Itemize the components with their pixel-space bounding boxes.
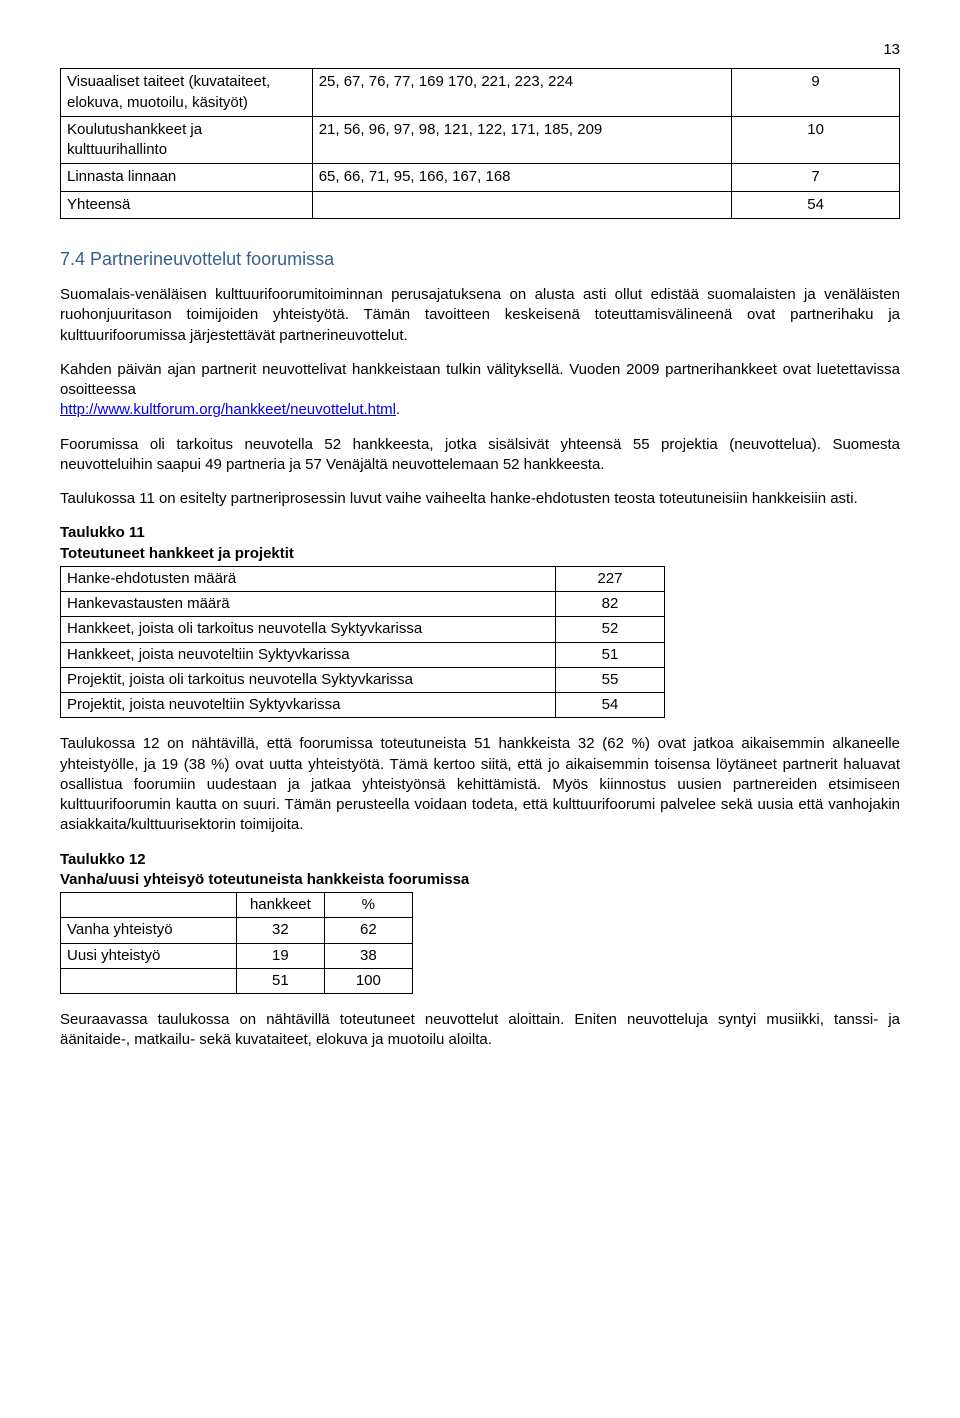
cell: Koulutushankkeet ja kulttuurihallinto (61, 116, 313, 164)
text: . (396, 401, 400, 418)
cell: 21, 56, 96, 97, 98, 121, 122, 171, 185, … (312, 116, 732, 164)
cell: 25, 67, 76, 77, 169 170, 221, 223, 224 (312, 69, 732, 117)
paragraph: Kahden päivän ajan partnerit neuvotteliv… (60, 360, 900, 421)
cell: 38 (324, 943, 412, 968)
cell: 9 (732, 69, 900, 117)
cell: 10 (732, 116, 900, 164)
cell: Projektit, joista oli tarkoitus neuvotel… (61, 667, 556, 692)
table-row: Uusi yhteistyö 19 38 (61, 943, 413, 968)
cell: 65, 66, 71, 95, 166, 167, 168 (312, 164, 732, 191)
table-row: Hankevastausten määrä82 (61, 592, 665, 617)
cell: 32 (236, 918, 324, 943)
cell: Visuaaliset taiteet (kuvataiteet, elokuv… (61, 69, 313, 117)
cell (61, 893, 237, 918)
cell: 7 (732, 164, 900, 191)
table-row: Hankkeet, joista oli tarkoitus neuvotell… (61, 617, 665, 642)
table-row: Projektit, joista oli tarkoitus neuvotel… (61, 667, 665, 692)
link-kultforum[interactable]: http://www.kultforum.org/hankkeet/neuvot… (60, 401, 396, 418)
table12-caption: Taulukko 12 (60, 850, 900, 870)
section-heading: 7.4 Partnerineuvottelut foorumissa (60, 247, 900, 271)
cell: 62 (324, 918, 412, 943)
paragraph: Seuraavassa taulukossa on nähtävillä tot… (60, 1010, 900, 1051)
cell: Hanke-ehdotusten määrä (61, 566, 556, 591)
cell: Vanha yhteistyö (61, 918, 237, 943)
table-12: hankkeet % Vanha yhteistyö 32 62 Uusi yh… (60, 892, 413, 994)
paragraph: Suomalais-venäläisen kulttuurifoorumitoi… (60, 285, 900, 346)
paragraph: Taulukossa 11 on esitelty partneriproses… (60, 489, 900, 509)
table-row: hankkeet % (61, 893, 413, 918)
cell: 51 (236, 968, 324, 993)
table-row: Linnasta linnaan 65, 66, 71, 95, 166, 16… (61, 164, 900, 191)
cell: hankkeet (236, 893, 324, 918)
cell: 54 (556, 693, 665, 718)
cell (61, 968, 237, 993)
cell: % (324, 893, 412, 918)
table-row: Hanke-ehdotusten määrä227 (61, 566, 665, 591)
cell (312, 191, 732, 218)
cell: Hankevastausten määrä (61, 592, 556, 617)
table11-caption: Taulukko 11 (60, 523, 900, 543)
cell: 82 (556, 592, 665, 617)
text: Kahden päivän ajan partnerit neuvotteliv… (60, 361, 900, 398)
cell: 55 (556, 667, 665, 692)
cell: 54 (732, 191, 900, 218)
table-top: Visuaaliset taiteet (kuvataiteet, elokuv… (60, 68, 900, 219)
table11-subtitle: Toteutuneet hankkeet ja projektit (60, 544, 900, 564)
cell: Yhteensä (61, 191, 313, 218)
cell: 51 (556, 642, 665, 667)
cell: Uusi yhteistyö (61, 943, 237, 968)
table-row: Vanha yhteistyö 32 62 (61, 918, 413, 943)
cell: Linnasta linnaan (61, 164, 313, 191)
table-row: Yhteensä 54 (61, 191, 900, 218)
cell: 19 (236, 943, 324, 968)
table-row: Visuaaliset taiteet (kuvataiteet, elokuv… (61, 69, 900, 117)
table-11: Hanke-ehdotusten määrä227 Hankevastauste… (60, 566, 665, 719)
table-row: Koulutushankkeet ja kulttuurihallinto 21… (61, 116, 900, 164)
table-row: Hankkeet, joista neuvoteltiin Syktyvkari… (61, 642, 665, 667)
paragraph: Taulukossa 12 on nähtävillä, että foorum… (60, 734, 900, 835)
table12-subtitle: Vanha/uusi yhteisyö toteutuneista hankke… (60, 870, 900, 890)
cell: 52 (556, 617, 665, 642)
cell: Hankkeet, joista neuvoteltiin Syktyvkari… (61, 642, 556, 667)
cell: Hankkeet, joista oli tarkoitus neuvotell… (61, 617, 556, 642)
cell: 227 (556, 566, 665, 591)
page-number: 13 (60, 40, 900, 60)
cell: Projektit, joista neuvoteltiin Syktyvkar… (61, 693, 556, 718)
cell: 100 (324, 968, 412, 993)
table-row: Projektit, joista neuvoteltiin Syktyvkar… (61, 693, 665, 718)
table-row: 51 100 (61, 968, 413, 993)
paragraph: Foorumissa oli tarkoitus neuvotella 52 h… (60, 435, 900, 476)
